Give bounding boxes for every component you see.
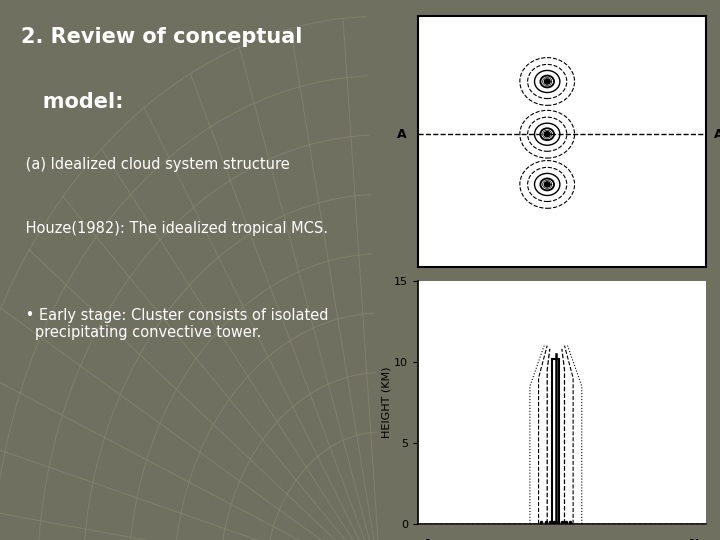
Text: A: A bbox=[397, 128, 406, 141]
Text: A: A bbox=[423, 538, 433, 540]
Circle shape bbox=[544, 79, 550, 84]
Circle shape bbox=[544, 182, 550, 187]
Y-axis label: HEIGHT (KM): HEIGHT (KM) bbox=[381, 367, 391, 438]
Text: • Early stage: Cluster consists of isolated
   precipitating convective tower.: • Early stage: Cluster consists of isola… bbox=[21, 308, 328, 340]
Text: Houze(1982): The idealized tropical MCS.: Houze(1982): The idealized tropical MCS. bbox=[21, 221, 328, 237]
Circle shape bbox=[544, 132, 550, 137]
Text: 2. Review of conceptual: 2. Review of conceptual bbox=[21, 27, 302, 47]
Text: A’: A’ bbox=[687, 538, 700, 540]
Text: (a) Idealized cloud system structure: (a) Idealized cloud system structure bbox=[21, 157, 289, 172]
Text: model:: model: bbox=[21, 92, 123, 112]
Text: A’: A’ bbox=[714, 128, 720, 141]
